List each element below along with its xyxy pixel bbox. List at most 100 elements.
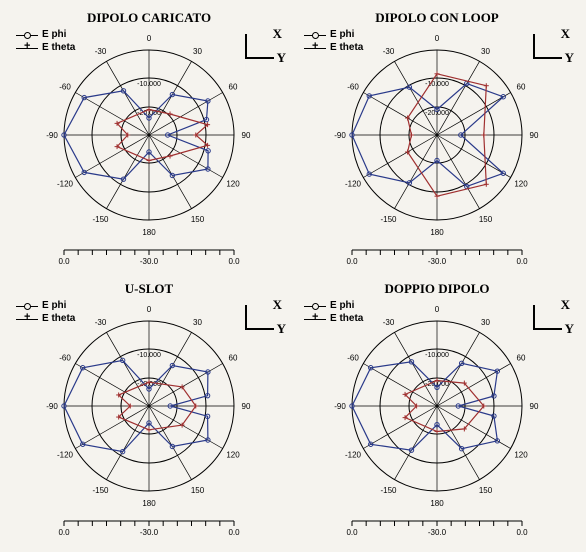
circle-marker-icon: [304, 301, 326, 311]
svg-text:30: 30: [481, 47, 490, 56]
svg-text:90: 90: [530, 402, 539, 411]
legend-label: E theta: [42, 41, 75, 54]
chart-panel: U-SLOT E phi E theta X Y 030609012015018…: [10, 281, 288, 542]
svg-text:-150: -150: [380, 486, 397, 495]
svg-text:30: 30: [193, 47, 202, 56]
svg-text:-30: -30: [383, 47, 395, 56]
svg-text:180: 180: [430, 228, 444, 237]
axes-indicator: X Y: [236, 299, 284, 335]
legend-label: E phi: [330, 28, 354, 41]
svg-text:150: 150: [479, 486, 493, 495]
svg-text:150: 150: [479, 215, 493, 224]
svg-text:0.0: 0.0: [58, 528, 70, 537]
svg-text:60: 60: [517, 83, 526, 92]
axis-x-label: X: [273, 297, 282, 313]
svg-text:-10.000: -10.000: [425, 352, 449, 359]
axes-indicator: X Y: [236, 28, 284, 64]
legend: E phi E theta: [16, 28, 75, 54]
svg-text:-10.000: -10.000: [137, 81, 161, 88]
svg-text:-150: -150: [92, 486, 109, 495]
svg-text:-30: -30: [95, 318, 107, 327]
axis-y-label: Y: [565, 321, 574, 337]
svg-text:90: 90: [530, 131, 539, 140]
panel-title: DIPOLO CON LOOP: [298, 10, 576, 26]
svg-text:-30.0: -30.0: [428, 257, 447, 266]
svg-text:-120: -120: [57, 180, 74, 189]
polar-chart: 0306090120150180-150-120-90-60-30-10.000…: [42, 28, 256, 242]
svg-text:90: 90: [242, 402, 251, 411]
svg-text:-150: -150: [92, 215, 109, 224]
legend: E phi E theta: [304, 28, 363, 54]
svg-text:-20.000: -20.000: [425, 110, 449, 117]
polar-chart: 0306090120150180-150-120-90-60-30-10.000…: [330, 299, 544, 513]
plus-marker-icon: [16, 43, 38, 53]
svg-text:180: 180: [430, 499, 444, 508]
polar-chart: 0306090120150180-150-120-90-60-30-10.000…: [330, 28, 544, 242]
legend-label: E phi: [330, 299, 354, 312]
legend-label: E phi: [42, 299, 66, 312]
svg-text:-120: -120: [345, 180, 362, 189]
panel-title: DIPOLO CARICATO: [10, 10, 288, 26]
plus-marker-icon: [304, 314, 326, 324]
svg-text:0.0: 0.0: [58, 257, 70, 266]
svg-text:60: 60: [517, 354, 526, 363]
svg-text:-30.0: -30.0: [140, 528, 159, 537]
axis-x-label: X: [561, 297, 570, 313]
legend-label: E theta: [330, 312, 363, 325]
svg-text:180: 180: [142, 499, 156, 508]
axis-y-label: Y: [565, 50, 574, 66]
svg-text:-30.0: -30.0: [428, 528, 447, 537]
scale-bar: 0.0-30.00.0: [342, 517, 532, 537]
svg-text:30: 30: [481, 318, 490, 327]
panel-title: U-SLOT: [10, 281, 288, 297]
svg-text:60: 60: [229, 83, 238, 92]
axes-indicator: X Y: [524, 299, 572, 335]
axis-y-label: Y: [277, 50, 286, 66]
axis-x-label: X: [561, 26, 570, 42]
svg-text:120: 120: [226, 451, 240, 460]
chart-panel: DIPOLO CON LOOP E phi E theta X Y 0 30 60 9…: [298, 10, 576, 271]
scale-bar: 0.0 -30.0 0.0: [54, 517, 244, 537]
svg-text:0.0: 0.0: [346, 257, 358, 266]
axes-indicator: X Y: [524, 28, 572, 64]
legend-label: E theta: [330, 41, 363, 54]
legend: E phi E theta: [304, 299, 363, 325]
panel-title: DOPPIO DIPOLO: [298, 281, 576, 297]
polar-chart: 0306090120150180-150-120-90-60-30-10.000…: [42, 299, 256, 513]
circle-marker-icon: [304, 30, 326, 40]
svg-text:-120: -120: [345, 451, 362, 460]
svg-text:0.0: 0.0: [228, 528, 240, 537]
axis-x-label: X: [273, 26, 282, 42]
svg-text:-90: -90: [334, 131, 346, 140]
plus-marker-icon: [16, 314, 38, 324]
svg-text:0: 0: [147, 34, 152, 43]
circle-marker-icon: [16, 30, 38, 40]
svg-text:-60: -60: [59, 83, 71, 92]
svg-text:150: 150: [191, 215, 205, 224]
svg-text:120: 120: [514, 180, 528, 189]
svg-text:0.0: 0.0: [228, 257, 240, 266]
scale-bar: 0.0 -30.0 0.0: [342, 246, 532, 266]
svg-text:0: 0: [435, 34, 440, 43]
svg-text:0: 0: [147, 305, 152, 314]
svg-text:-60: -60: [347, 354, 359, 363]
axis-y-label: Y: [277, 321, 286, 337]
legend-label: E phi: [42, 28, 66, 41]
svg-text:0.0: 0.0: [516, 257, 528, 266]
svg-text:120: 120: [226, 180, 240, 189]
svg-text:-150: -150: [380, 215, 397, 224]
scale-bar: 0.0 -30.0 0.0: [54, 246, 244, 266]
svg-text:90: 90: [242, 131, 251, 140]
svg-text:180: 180: [142, 228, 156, 237]
svg-text:-120: -120: [57, 451, 74, 460]
svg-text:150: 150: [191, 486, 205, 495]
svg-text:-30.0: -30.0: [140, 257, 159, 266]
svg-text:30: 30: [193, 318, 202, 327]
svg-text:-60: -60: [347, 83, 359, 92]
svg-text:0: 0: [435, 305, 440, 314]
svg-text:-10.000: -10.000: [137, 352, 161, 359]
svg-text:120: 120: [514, 451, 528, 460]
svg-text:-90: -90: [334, 402, 346, 411]
svg-text:-90: -90: [46, 131, 58, 140]
svg-text:0.0: 0.0: [346, 528, 358, 537]
